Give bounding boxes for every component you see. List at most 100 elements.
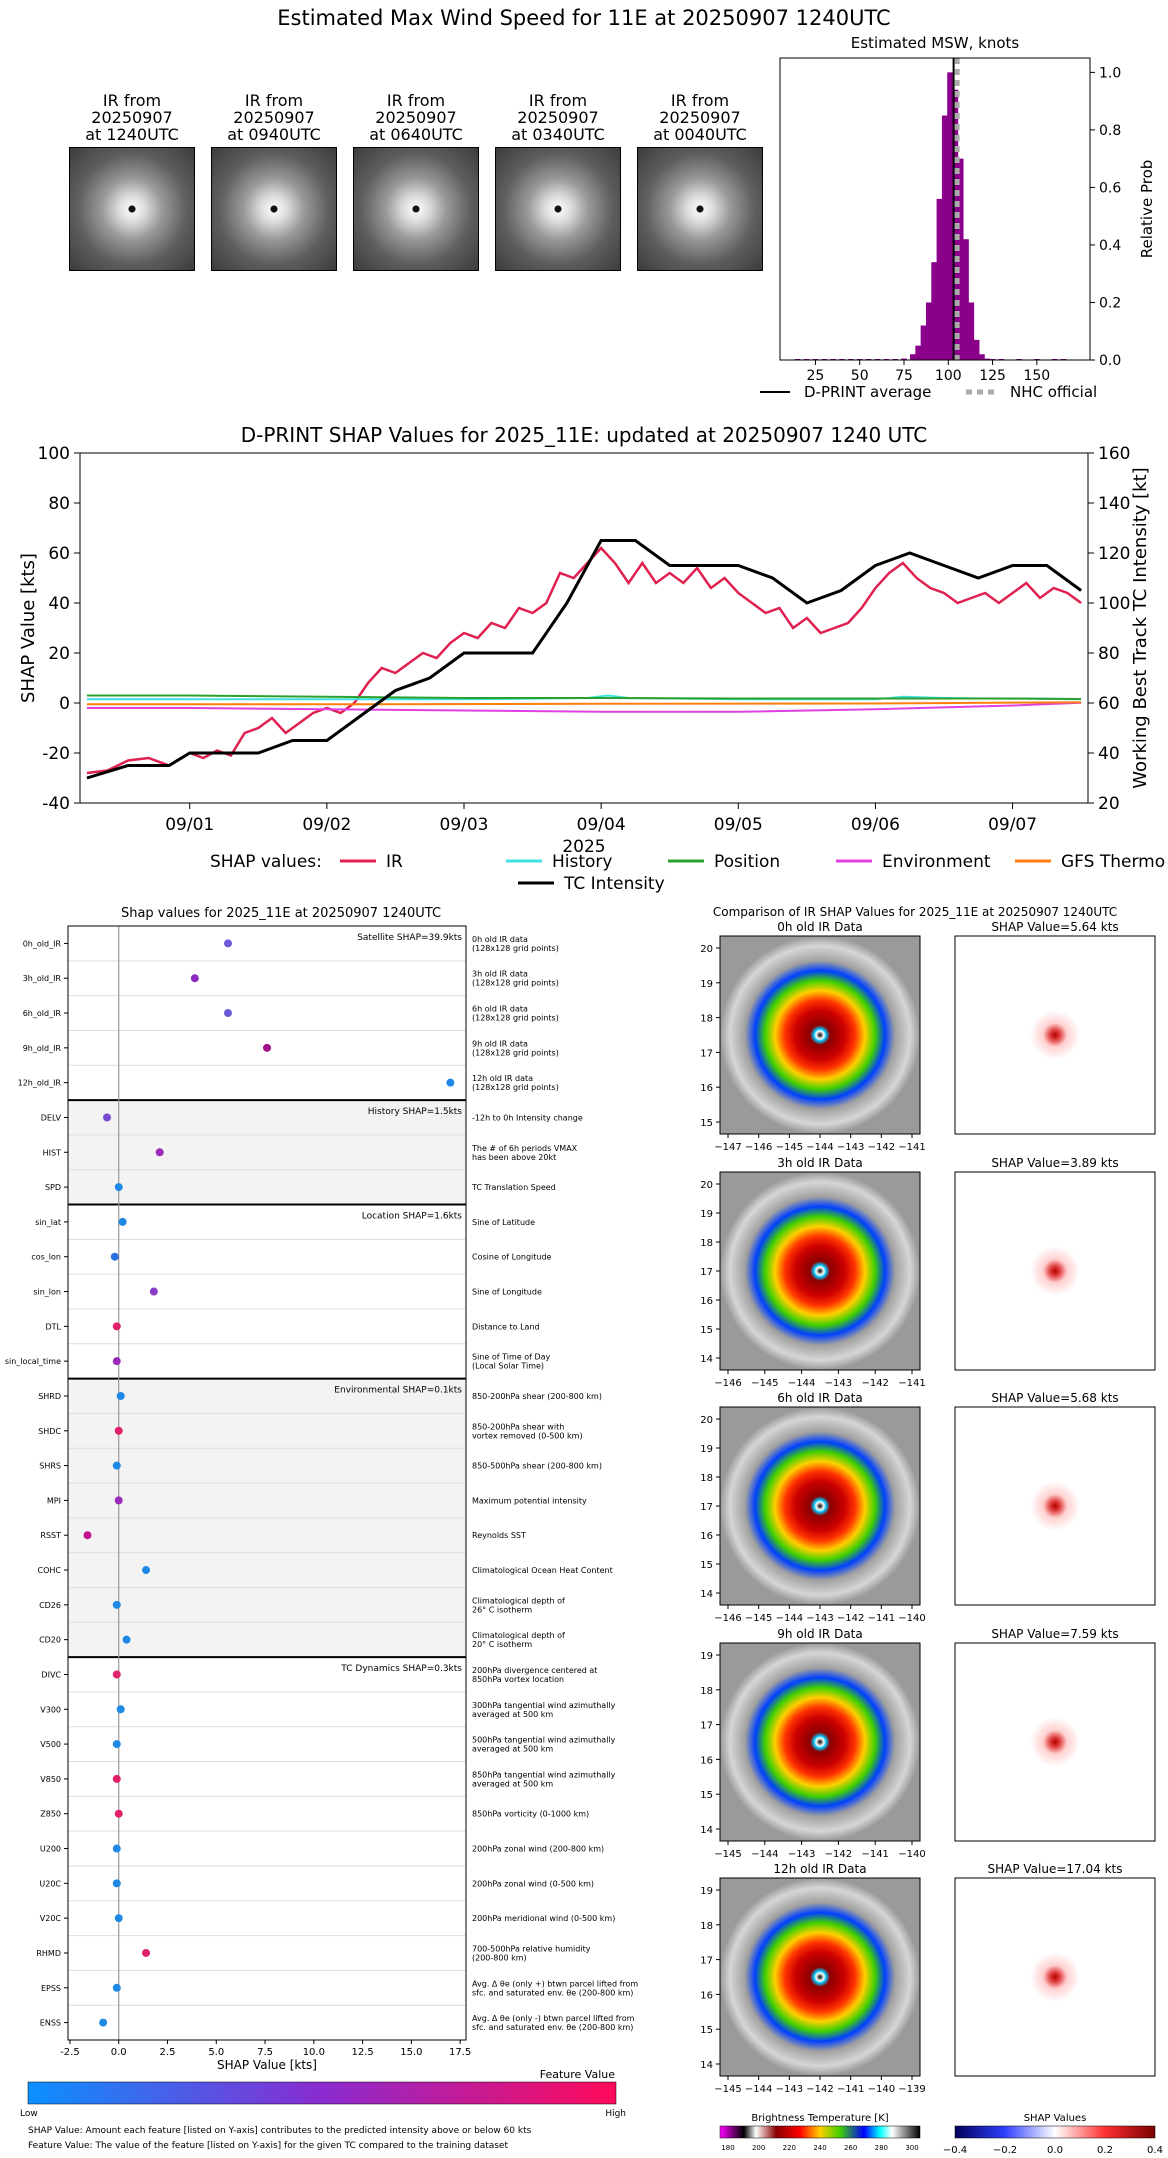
shap-dot <box>112 1879 121 1888</box>
feature-label: EPSS <box>41 1984 61 1993</box>
shap-image-title: SHAP Value=5.68 kts <box>991 1391 1118 1405</box>
feature-description: 26° C isotherm <box>472 1605 532 1614</box>
feature-label: SHDC <box>38 1427 61 1436</box>
shap-tick-label: 0.0 <box>1047 2145 1063 2156</box>
y2-tick-label: 160 <box>1098 444 1130 464</box>
feature-label: sin_lon <box>33 1288 61 1297</box>
x-tick-label: −144 <box>751 1849 778 1860</box>
x-tick-label: 75 <box>895 368 913 384</box>
feature-label: ENSS <box>40 2019 61 2028</box>
y-tick-label: 40 <box>48 594 70 614</box>
x-tick-label: −143 <box>788 1849 815 1860</box>
feature-description: 850-200hPa shear with <box>472 1422 564 1431</box>
y-tick-label: 1.0 <box>1099 65 1121 81</box>
bt-tick-label: 260 <box>844 2144 857 2152</box>
histogram-bar <box>947 72 953 360</box>
legend-label: IR <box>386 852 403 872</box>
y-tick-label: 16 <box>700 1755 713 1766</box>
shap-dot <box>112 1461 121 1470</box>
group-title: Location SHAP=1.6kts <box>362 1212 463 1222</box>
x-tick-label: 09/03 <box>440 815 489 835</box>
feature-description: 200hPa meridional wind (0-500 km) <box>472 1914 615 1923</box>
x-tick-label: 09/07 <box>988 815 1037 835</box>
feature-label: HIST <box>43 1148 61 1157</box>
x-tick-label: −140 <box>868 2084 895 2095</box>
feature-label: 6h_old_IR <box>23 1009 62 1018</box>
y-tick-label: 20 <box>700 1415 713 1426</box>
y-tick-label: 19 <box>700 1444 713 1455</box>
y-tick-label: -20 <box>42 744 70 764</box>
y-tick-label: 16 <box>700 1531 713 1542</box>
x-tick-label: 100 <box>935 368 962 384</box>
x-tick-label: −142 <box>837 1613 864 1624</box>
legend-label: TC Intensity <box>563 874 665 894</box>
histogram-bar <box>901 358 907 360</box>
shap-dot <box>116 1391 125 1400</box>
y-tick-label: 17 <box>700 1502 713 1513</box>
x-tick-label: −143 <box>837 1142 864 1153</box>
x-tick-label: −146 <box>714 1378 741 1389</box>
x-tick-label: 09/06 <box>851 815 900 835</box>
x-tick-label: −147 <box>714 1142 741 1153</box>
legend-prefix: SHAP values: <box>210 852 322 872</box>
feature-label: sin_lat <box>35 1218 61 1227</box>
satellite-image <box>69 147 195 271</box>
y-tick-label: 15 <box>700 1560 713 1571</box>
shap-dot <box>112 1774 121 1783</box>
series-line-gfs-thermo <box>86 701 1082 706</box>
y2-axis-label: Working Best Track TC Intensity [kt] <box>1130 467 1151 788</box>
shap-dotplot: Shap values for 2025_11E at 20250907 124… <box>5 906 639 2151</box>
x-tick-label: −145 <box>745 1613 772 1624</box>
series-line-ir <box>86 546 1082 775</box>
chart-title: Estimated MSW, knots <box>851 34 1020 52</box>
feature-label: COHC <box>38 1566 62 1575</box>
x-tick-label: −143 <box>806 1613 833 1624</box>
sat-label: IR from 20250907 at 0040UTC <box>653 91 747 144</box>
x-tick-label: −141 <box>868 1613 895 1624</box>
x-tick-label: -2.5 <box>60 2047 80 2058</box>
shap-dot <box>223 939 232 948</box>
satellite-image <box>637 147 763 271</box>
x-tick-label: 150 <box>1023 368 1050 384</box>
feature-description: Sine of Longitude <box>472 1288 542 1297</box>
shap-tick-label: −0.4 <box>943 2145 967 2156</box>
bt-tick-label: 180 <box>721 2144 734 2152</box>
sat-label: IR from 20250907 at 0640UTC <box>369 91 463 144</box>
y2-tick-label: 80 <box>1098 644 1120 664</box>
feature-label: MPI <box>47 1496 61 1505</box>
shap-tick-label: 0.4 <box>1147 2145 1163 2156</box>
ir-image <box>719 1642 921 1842</box>
x-tick-label: 09/04 <box>577 815 626 835</box>
feature-description: Climatological depth of <box>472 1631 565 1640</box>
shap-dot <box>103 1113 112 1122</box>
y-tick-label: 16 <box>700 1296 713 1307</box>
histogram-bar <box>931 262 937 360</box>
x-tick-label: −145 <box>714 2084 741 2095</box>
feature-label: CD20 <box>39 1636 61 1645</box>
bt-tick-label: 220 <box>783 2144 796 2152</box>
x-tick-label: 7.5 <box>257 2047 273 2058</box>
feature-description: (Local Solar Time) <box>472 1362 544 1371</box>
x-tick-label: −146 <box>745 1142 772 1153</box>
shap-dot <box>122 1635 131 1644</box>
x-tick-label: −142 <box>825 1849 852 1860</box>
feature-description: averaged at 500 km <box>472 1745 553 1754</box>
y-tick-label: 19 <box>700 1209 713 1220</box>
footnote: Feature Value: The value of the feature … <box>28 2141 508 2151</box>
feature-description: Sine of Latitude <box>472 1218 535 1227</box>
y-tick-label: 19 <box>700 1651 713 1662</box>
y-tick-label: 15 <box>700 2025 713 2036</box>
y2-tick-label: 120 <box>1098 544 1130 564</box>
y-tick-label: 0 <box>59 694 70 714</box>
histogram-bar <box>936 198 943 360</box>
feature-label: DTL <box>45 1322 61 1331</box>
msw-histogram: Estimated MSW, knots 25 50 75 100 125 150 0.0 0.… <box>760 34 1156 401</box>
x-tick-label: −142 <box>868 1142 895 1153</box>
group-shade <box>68 1100 466 1205</box>
feature-label: SHRD <box>38 1392 61 1401</box>
sat-label: IR from 20250907 at 0340UTC <box>511 91 605 144</box>
feature-label: SPD <box>45 1183 61 1192</box>
feature-description: 850hPa vortex location <box>472 1675 564 1684</box>
y-axis-label: SHAP Value [kts] <box>18 553 39 703</box>
group-title: TC Dynamics SHAP=0.3kts <box>340 1664 462 1674</box>
